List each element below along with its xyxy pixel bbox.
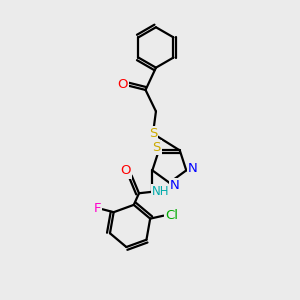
- Text: O: O: [120, 164, 131, 178]
- Text: N: N: [170, 178, 179, 192]
- Text: O: O: [117, 77, 128, 91]
- Text: S: S: [152, 141, 160, 154]
- Text: Cl: Cl: [165, 208, 178, 222]
- Text: N: N: [188, 162, 198, 176]
- Text: S: S: [149, 127, 157, 140]
- Text: NH: NH: [152, 185, 170, 198]
- Text: F: F: [93, 202, 101, 215]
